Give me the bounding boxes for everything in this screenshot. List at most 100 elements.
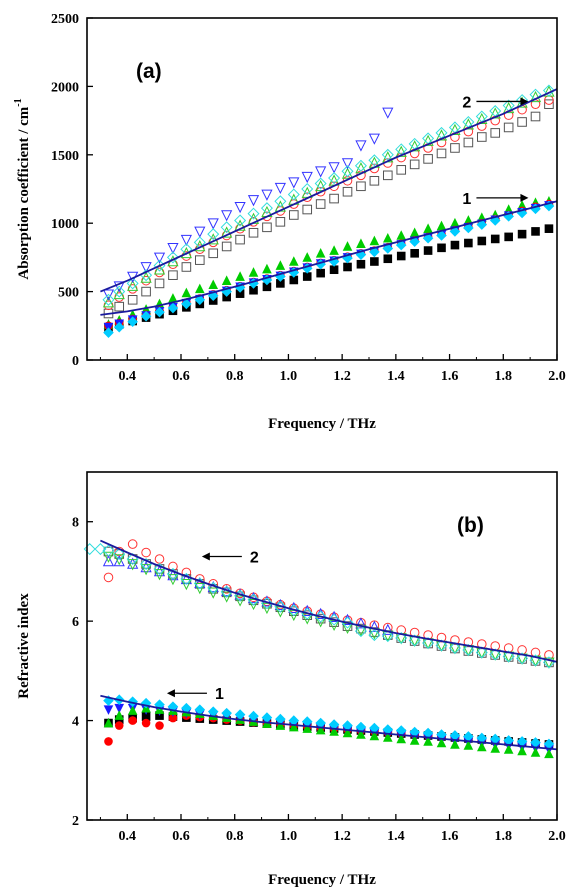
data-point [436, 220, 447, 231]
data-point [489, 733, 501, 745]
chart-a-y-tick-label: 2000 [51, 80, 79, 95]
chart-a-series-1-square-filled [104, 224, 554, 332]
data-point [408, 634, 421, 647]
chart-a-ylabel-main: Absorption coefficient / cm [16, 106, 32, 279]
data-point [102, 289, 115, 301]
data-point [315, 166, 327, 178]
data-point [221, 210, 233, 222]
data-point [383, 232, 393, 243]
chart-b-frame [86, 471, 558, 821]
data-point [127, 316, 138, 327]
data-point [342, 186, 353, 197]
data-point [342, 241, 353, 251]
chart-b-annotation-arrow-head [166, 689, 175, 698]
data-point [248, 710, 259, 722]
chart-b-x-tick-label: 1.8 [495, 829, 513, 844]
data-point [276, 279, 285, 288]
data-point [126, 277, 139, 290]
data-point [422, 637, 435, 650]
data-point [422, 727, 434, 739]
chart-a-y-ticks: 0 500 1000 1500 2000 2500 [51, 12, 93, 369]
data-point [113, 554, 125, 566]
chart-a-x-tick-label: 1.0 [280, 369, 298, 384]
data-point [395, 632, 408, 645]
data-point [369, 730, 380, 741]
data-point [274, 182, 286, 195]
data-point [208, 279, 219, 290]
data-point [113, 555, 125, 567]
data-point [275, 217, 286, 227]
chart-b-annotation-label: 1 [215, 686, 224, 703]
data-point [423, 736, 433, 746]
chart-b-y-ticks: 2 4 6 8 [72, 516, 93, 829]
data-point [503, 735, 514, 746]
data-point [289, 210, 299, 220]
data-point [155, 721, 164, 730]
chart-a-series-1-diamond-filled [103, 200, 555, 338]
data-point [383, 170, 393, 181]
data-point [260, 202, 273, 215]
data-point [329, 265, 339, 275]
data-point [342, 720, 353, 731]
chart-b-x-tick-label: 0.6 [172, 829, 190, 844]
data-point [261, 189, 273, 201]
data-point [354, 159, 367, 172]
data-point [302, 252, 313, 262]
chart-a-fit-curve-2 [100, 88, 558, 293]
data-point [113, 285, 126, 298]
chart-b-fit-curve-1 [100, 694, 558, 751]
chart-b-y-tick-label: 4 [72, 715, 79, 730]
data-point [395, 239, 407, 251]
data-point [103, 717, 114, 728]
data-point [449, 730, 461, 741]
data-point [422, 232, 434, 244]
data-point [436, 729, 447, 740]
chart-a-annotation-arrow-head [520, 193, 529, 202]
data-point [423, 246, 433, 255]
data-point [127, 705, 138, 715]
data-point [316, 268, 325, 278]
data-point [207, 706, 219, 717]
data-point [141, 718, 151, 728]
data-point [356, 259, 366, 269]
data-point [221, 707, 232, 719]
data-point [410, 248, 419, 258]
chart-a-fit-curve-1 [100, 200, 558, 316]
data-point [153, 252, 166, 264]
data-point [382, 107, 394, 119]
data-point [341, 165, 354, 178]
data-point [221, 275, 232, 285]
data-point [262, 222, 272, 233]
data-point [167, 574, 179, 586]
data-point [355, 249, 367, 260]
chart-a-x-tick-label: 1.4 [387, 369, 405, 384]
data-point [370, 257, 379, 266]
data-point [450, 739, 460, 749]
data-point [356, 181, 366, 192]
chart-b-x-tick-label: 0.8 [226, 829, 244, 844]
data-point [328, 172, 341, 185]
data-point [530, 737, 541, 748]
data-point [167, 302, 179, 314]
chart-a-y-tick-label: 1500 [51, 149, 79, 164]
data-point [288, 715, 300, 726]
data-point [104, 737, 113, 746]
data-point [94, 543, 107, 556]
data-point [489, 215, 501, 226]
data-point [83, 543, 96, 556]
data-point [222, 292, 231, 302]
data-point [301, 171, 313, 184]
data-point [153, 565, 166, 577]
data-point [354, 625, 367, 638]
chart-b-series-2-diamond-open [83, 543, 555, 669]
data-point [114, 301, 125, 312]
data-point [181, 298, 192, 310]
data-point [355, 721, 367, 733]
data-point [103, 327, 114, 338]
data-point [396, 230, 407, 240]
data-point [113, 321, 125, 333]
data-point [463, 740, 474, 750]
data-point [342, 252, 353, 264]
data-point [368, 620, 380, 632]
data-point [302, 204, 313, 215]
